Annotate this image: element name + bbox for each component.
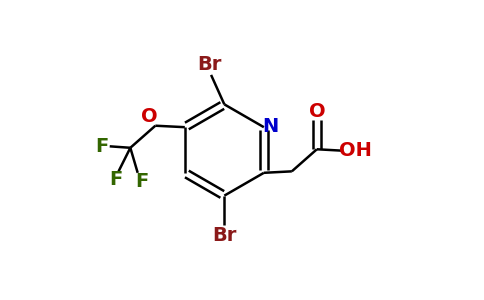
Text: OH: OH (339, 141, 372, 160)
Text: O: O (141, 107, 158, 126)
Text: F: F (109, 170, 122, 189)
Text: O: O (308, 102, 325, 121)
Text: N: N (262, 116, 278, 136)
Text: F: F (96, 137, 109, 156)
Text: Br: Br (197, 55, 222, 74)
Text: F: F (136, 172, 149, 190)
Text: Br: Br (212, 226, 237, 245)
